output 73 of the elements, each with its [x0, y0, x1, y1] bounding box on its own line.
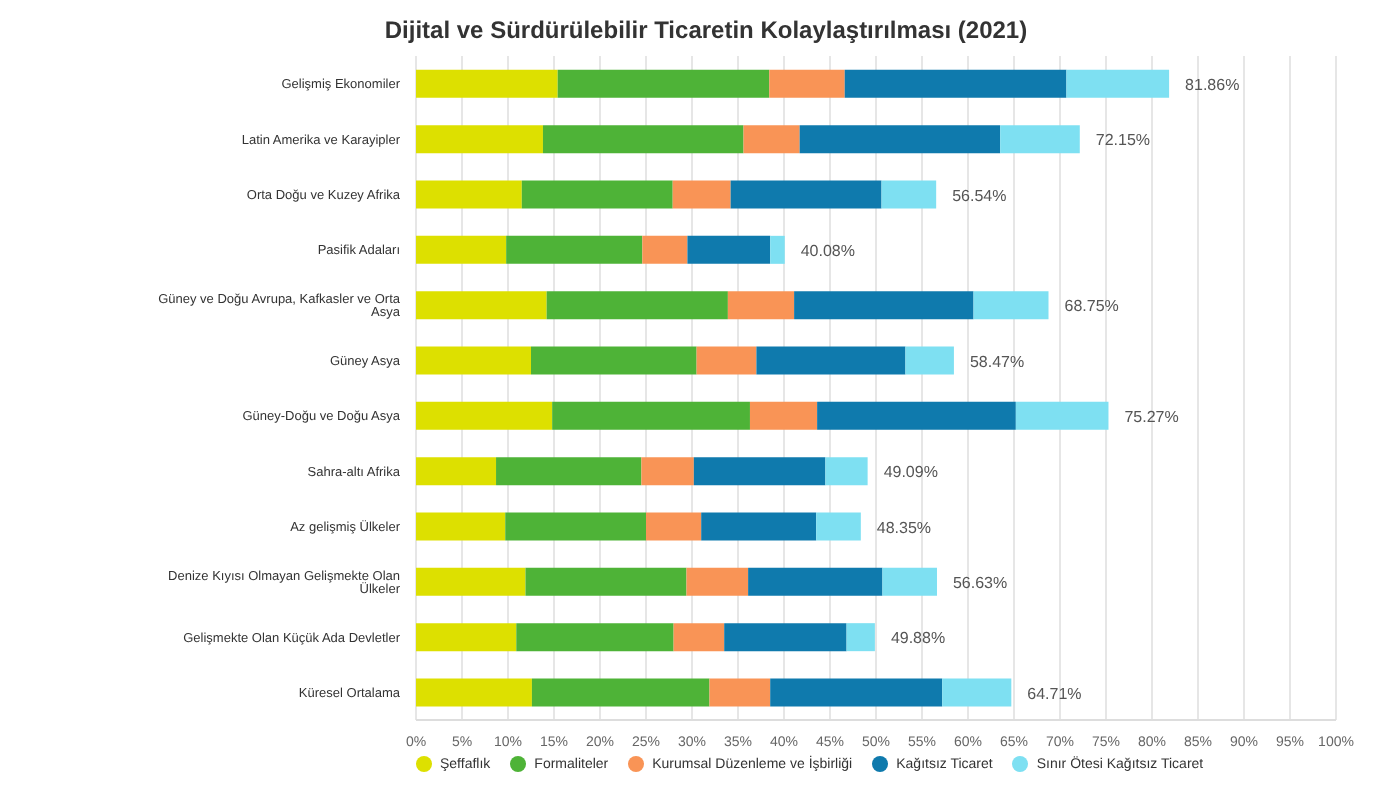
bar	[756, 346, 906, 375]
bar	[770, 678, 943, 707]
bar	[846, 623, 875, 652]
total-label: 56.63%	[953, 573, 1008, 592]
bar	[673, 623, 725, 652]
bar	[521, 180, 673, 209]
bar	[542, 125, 744, 154]
bar	[905, 346, 954, 375]
bar	[416, 180, 522, 209]
chart-title: Dijital ve Sürdürülebilir Ticaretin Kolaylaştırılması (2021)	[382, 16, 1030, 44]
bar	[416, 457, 497, 486]
total-label: 49.09%	[883, 463, 938, 482]
bar	[825, 457, 868, 486]
bar	[672, 180, 731, 209]
total-label: 48.35%	[876, 518, 932, 537]
bar	[416, 623, 517, 652]
bar	[496, 457, 642, 486]
total-label: 49.88%	[890, 629, 946, 648]
bar	[881, 180, 937, 209]
bar	[641, 457, 694, 486]
bar	[794, 291, 974, 320]
bar	[416, 567, 526, 596]
bar	[525, 567, 687, 596]
bar	[552, 401, 750, 430]
bar	[770, 235, 785, 264]
bar	[416, 346, 531, 375]
bar	[687, 235, 771, 264]
bar	[531, 678, 710, 707]
bar	[642, 235, 688, 264]
bar	[416, 512, 506, 541]
bar	[416, 291, 547, 320]
bar	[696, 346, 757, 375]
bar	[416, 125, 543, 154]
bar	[531, 346, 697, 375]
total-label: 40.08%	[800, 241, 856, 260]
bar	[701, 512, 817, 541]
bar	[686, 567, 749, 596]
bar	[546, 291, 728, 320]
bar	[730, 180, 882, 209]
total-label: 72.15%	[1095, 131, 1151, 150]
total-label: 68.75%	[1064, 297, 1119, 316]
bar	[844, 69, 1067, 98]
bar	[799, 125, 1001, 154]
bar	[743, 125, 800, 154]
bar	[693, 457, 826, 486]
bar	[724, 623, 847, 652]
bar	[816, 512, 861, 541]
total-label: 75.27%	[1124, 407, 1179, 426]
bar	[727, 291, 795, 320]
bar	[882, 567, 937, 596]
bar	[1015, 401, 1109, 430]
total-label: 81.86%	[1185, 75, 1240, 94]
bar	[769, 69, 845, 98]
bar	[416, 678, 532, 707]
bar	[557, 69, 770, 98]
bar	[1066, 69, 1170, 98]
bar	[646, 512, 702, 541]
bar	[942, 678, 1012, 707]
bar	[416, 401, 553, 430]
bar	[506, 235, 643, 264]
bar	[516, 623, 674, 652]
bar	[973, 291, 1049, 320]
bar	[416, 235, 507, 264]
total-label: 58.47%	[969, 352, 1025, 371]
bar	[709, 678, 771, 707]
total-label: 64.71%	[1027, 684, 1082, 703]
bar	[416, 69, 558, 98]
bar	[748, 567, 883, 596]
total-label: 56.54%	[952, 186, 1007, 205]
bar	[505, 512, 646, 541]
bar	[749, 401, 818, 430]
bar	[1000, 125, 1080, 154]
bar	[817, 401, 1016, 430]
